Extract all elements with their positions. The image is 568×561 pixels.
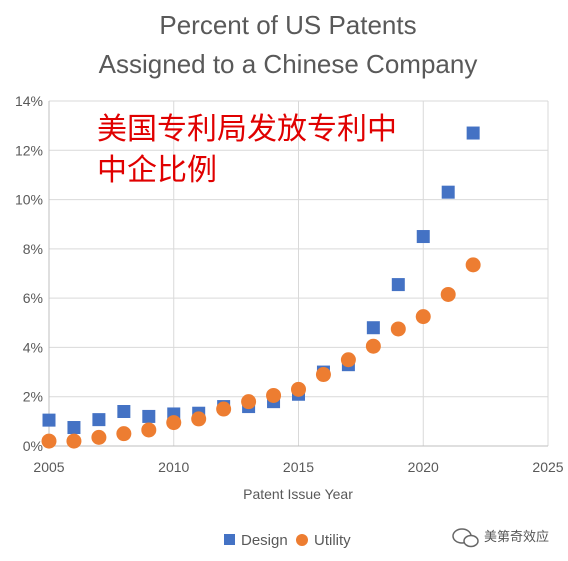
x-axis-label: Patent Issue Year [243,486,353,502]
point-utility [266,387,282,403]
y-tick-label: 6% [23,290,43,306]
x-tick-label: 2025 [532,459,563,475]
chart-annotation-line-2: 中企比例 [97,154,217,187]
y-tick-label: 0% [23,438,43,454]
point-design [92,413,106,427]
y-tick-label: 10% [15,192,43,208]
point-utility [241,394,257,410]
point-design [441,185,455,199]
point-design [67,421,81,435]
y-tick-label: 8% [23,241,43,257]
point-utility [440,286,456,302]
axes [48,101,548,447]
point-utility [340,352,356,368]
point-utility [91,429,107,445]
x-tick-label: 2010 [158,459,189,475]
point-utility [465,257,481,273]
point-utility [41,433,57,449]
legend: Design Utility [224,532,351,549]
point-utility [216,401,232,417]
point-design [416,230,430,244]
y-tick-labels: 0% 2% 4% 6% 8% 10% 12% 14% [15,93,43,454]
gridlines [49,100,549,446]
legend-marker-design [224,534,235,545]
point-utility [390,321,406,337]
point-design [466,126,480,140]
legend-label-design: Design [241,532,288,549]
chart-title-line-2: Assigned to a Chinese Company [99,49,478,79]
y-tick-label: 2% [23,389,43,405]
point-utility [415,309,431,325]
chat-bubble-icon [452,528,479,548]
x-tick-label: 2015 [283,459,314,475]
legend-marker-utility [296,534,308,546]
point-utility [315,367,331,383]
legend-label-utility: Utility [314,532,351,549]
point-utility [166,415,182,431]
data-points [41,126,481,449]
watermark-text: 美第奇效应 [484,529,549,544]
point-utility [365,338,381,354]
point-design [117,405,131,418]
chart-title-line-1: Percent of US Patents [159,10,416,40]
point-utility [291,381,306,397]
y-tick-label: 14% [15,93,43,109]
x-tick-label: 2005 [33,459,64,475]
point-utility [141,422,157,438]
point-design [366,321,380,335]
point-utility [191,411,207,427]
watermark: 美第奇效应 [452,528,549,548]
point-utility [116,426,132,442]
x-tick-label: 2020 [408,459,439,475]
y-tick-label: 4% [23,339,43,355]
x-tick-labels: 2005 2010 2015 2020 2025 [33,459,563,475]
point-utility [66,433,82,449]
point-design [391,278,405,292]
point-design [42,413,56,427]
y-tick-label: 12% [15,142,43,158]
chart-annotation-line-1: 美国专利局发放专利中 [97,113,397,146]
point-design [142,409,156,423]
